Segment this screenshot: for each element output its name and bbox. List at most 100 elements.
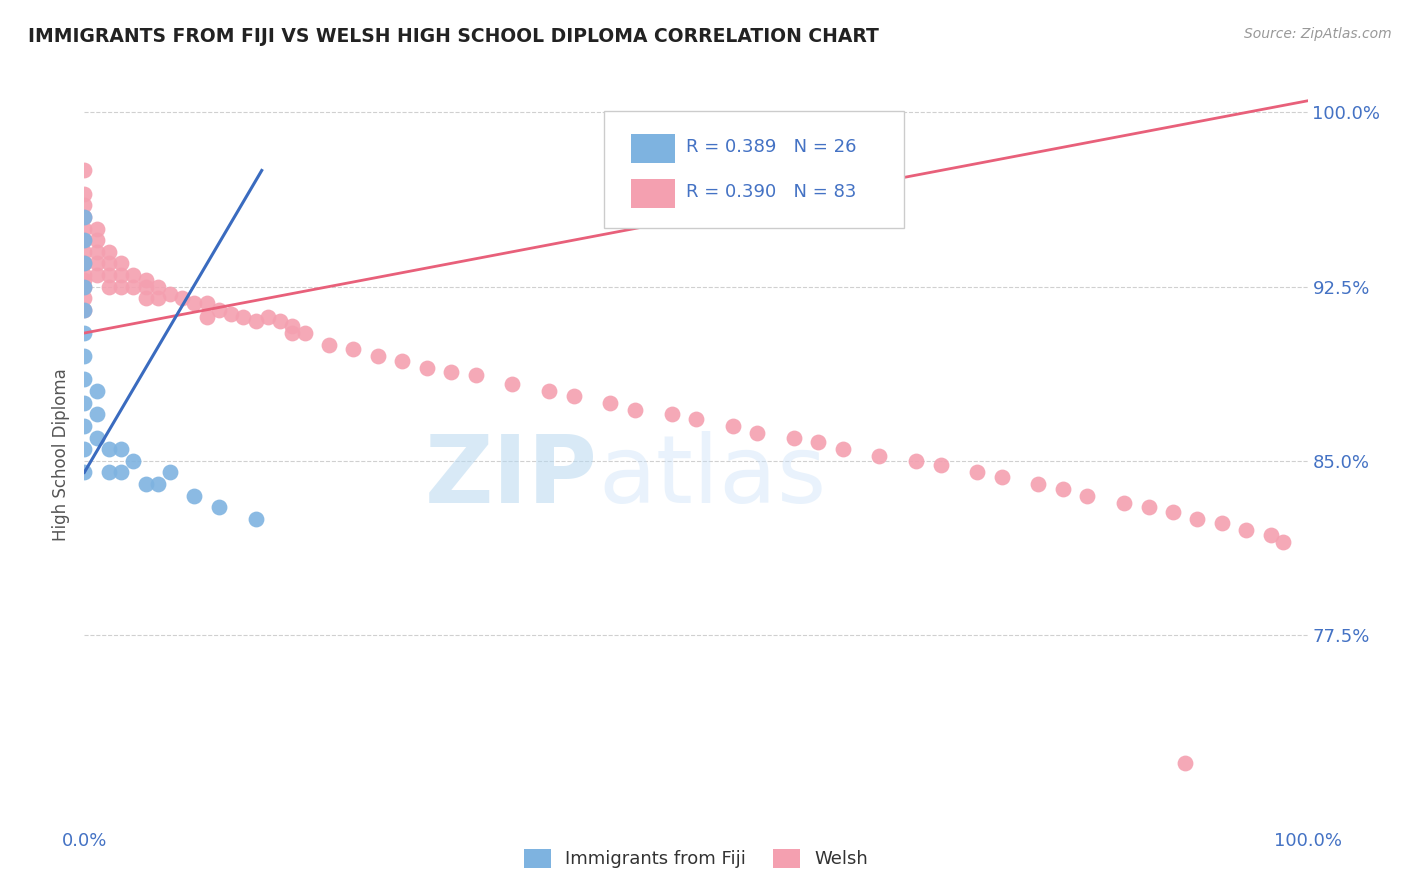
Point: [73, 256, 96, 270]
Point: [183, 489, 205, 503]
Point: [73, 302, 96, 317]
Point: [97, 442, 120, 456]
Point: [538, 384, 561, 398]
Point: [97, 256, 120, 270]
Point: [1272, 535, 1295, 549]
Point: [97, 268, 120, 282]
Point: [73, 163, 96, 178]
Point: [73, 244, 96, 259]
Point: [172, 291, 194, 305]
Point: [110, 256, 132, 270]
Point: [86, 256, 108, 270]
Point: [73, 221, 96, 235]
Point: [1114, 495, 1136, 509]
Text: atlas: atlas: [598, 431, 827, 523]
Point: [110, 279, 132, 293]
Point: [86, 221, 108, 235]
Point: [183, 295, 205, 310]
Point: [97, 279, 120, 293]
Point: [599, 395, 621, 409]
Point: [73, 349, 96, 363]
Point: [135, 477, 157, 491]
Point: [1260, 528, 1282, 542]
Point: [685, 412, 707, 426]
Point: [73, 256, 96, 270]
Point: [219, 308, 242, 322]
Point: [1028, 477, 1050, 491]
Point: [73, 279, 96, 293]
Point: [73, 210, 96, 224]
Point: [281, 326, 304, 340]
Point: [122, 454, 145, 468]
Point: [195, 310, 218, 324]
Point: [1076, 489, 1098, 503]
Point: [97, 466, 120, 480]
Point: [245, 314, 267, 328]
Text: R = 0.389   N = 26: R = 0.389 N = 26: [686, 138, 856, 156]
FancyBboxPatch shape: [605, 112, 904, 228]
Point: [281, 319, 304, 334]
Point: [73, 198, 96, 212]
Point: [73, 186, 96, 201]
Point: [73, 279, 96, 293]
Point: [159, 286, 181, 301]
Point: [208, 500, 231, 515]
Point: [232, 310, 254, 324]
Bar: [631, 134, 675, 163]
Point: [122, 268, 145, 282]
Point: [110, 442, 132, 456]
Point: [869, 449, 891, 463]
Point: [159, 466, 181, 480]
Point: [73, 395, 96, 409]
Point: [73, 268, 96, 282]
Point: [73, 302, 96, 317]
Point: [146, 279, 169, 293]
Point: [991, 470, 1014, 484]
Point: [367, 349, 389, 363]
Point: [73, 233, 96, 247]
Point: [1174, 756, 1197, 770]
Legend: Immigrants from Fiji, Welsh: Immigrants from Fiji, Welsh: [515, 840, 877, 878]
Point: [966, 466, 988, 480]
Point: [86, 407, 108, 421]
Point: [905, 454, 928, 468]
Point: [73, 291, 96, 305]
Point: [97, 244, 120, 259]
Point: [502, 377, 524, 392]
Point: [1187, 512, 1209, 526]
Point: [73, 326, 96, 340]
Point: [1236, 524, 1258, 538]
Point: [391, 354, 413, 368]
Point: [747, 425, 769, 440]
Text: IMMIGRANTS FROM FIJI VS WELSH HIGH SCHOOL DIPLOMA CORRELATION CHART: IMMIGRANTS FROM FIJI VS WELSH HIGH SCHOO…: [28, 27, 879, 45]
Point: [562, 389, 585, 403]
Point: [1137, 500, 1160, 515]
Point: [86, 384, 108, 398]
Point: [73, 466, 96, 480]
Point: [73, 233, 96, 247]
Point: [86, 268, 108, 282]
Point: [1052, 482, 1074, 496]
Point: [721, 418, 744, 433]
Text: Source: ZipAtlas.com: Source: ZipAtlas.com: [1244, 27, 1392, 41]
Point: [208, 302, 231, 317]
Point: [831, 442, 853, 456]
Point: [294, 326, 316, 340]
Point: [464, 368, 486, 382]
Point: [135, 291, 157, 305]
Point: [1211, 516, 1233, 531]
Point: [135, 279, 157, 293]
Point: [73, 442, 96, 456]
Bar: [631, 179, 675, 208]
Point: [146, 477, 169, 491]
Point: [661, 407, 683, 421]
Point: [783, 430, 806, 444]
Point: [73, 418, 96, 433]
Point: [86, 430, 108, 444]
Point: [73, 210, 96, 224]
Point: [416, 360, 439, 375]
Point: [318, 337, 340, 351]
Point: [146, 291, 169, 305]
Point: [257, 310, 280, 324]
Point: [929, 458, 952, 473]
